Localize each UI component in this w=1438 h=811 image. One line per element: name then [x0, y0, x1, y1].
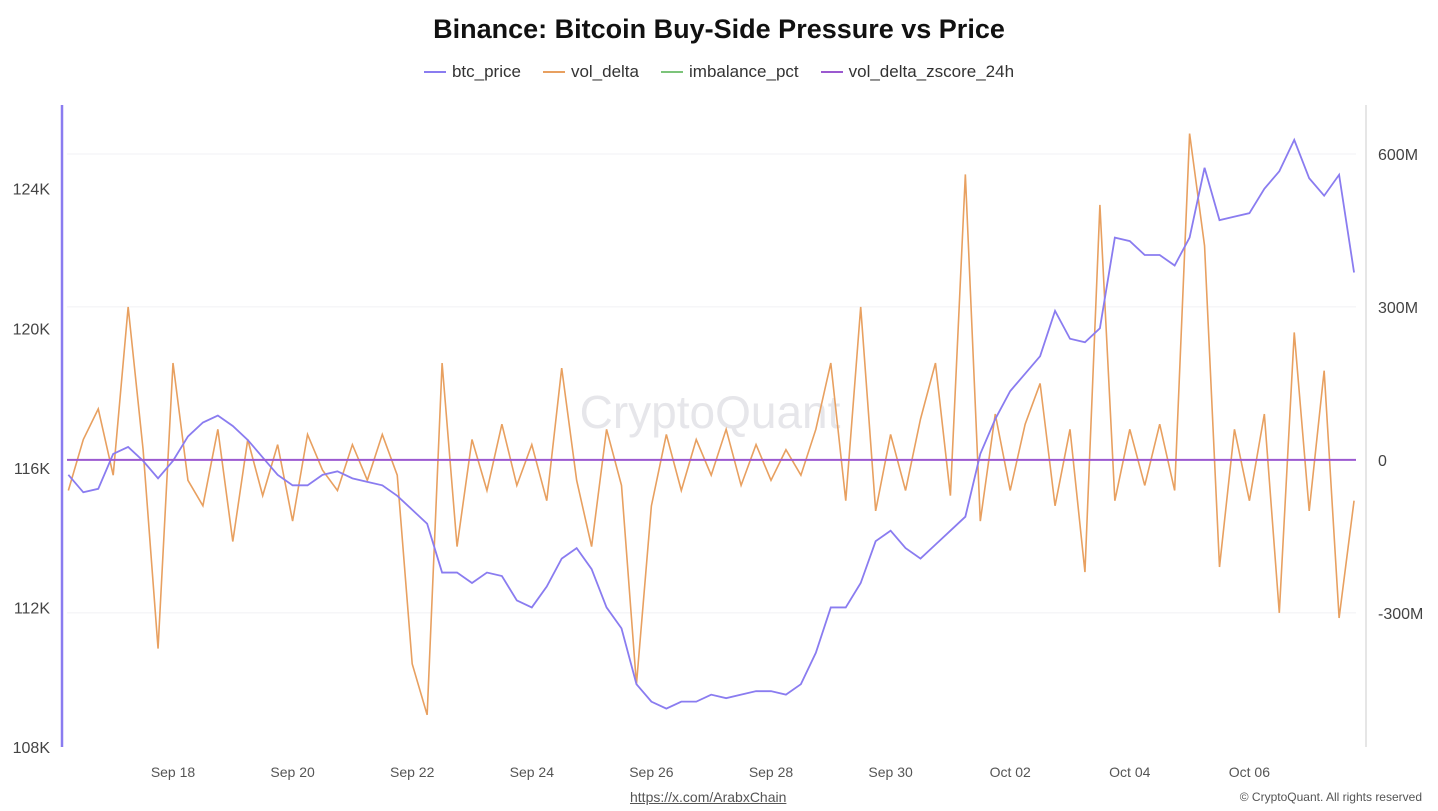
y-left-tick-label: 124K: [13, 182, 51, 199]
x-tick-label: Sep 28: [749, 764, 794, 780]
x-tick-label: Sep 20: [270, 764, 315, 780]
legend-label: vol_delta_zscore_24h: [848, 62, 1015, 81]
x-tick-label: Sep 24: [510, 764, 555, 780]
legend: btc_price vol_delta imbalance_pct vol_de…: [0, 62, 1438, 82]
legend-swatch: [661, 71, 683, 73]
legend-swatch: [423, 71, 446, 73]
y-left-tick-label: 112K: [14, 600, 51, 617]
y-right-tick-label: 600M: [1378, 147, 1418, 164]
y-left-tick-label: 108K: [13, 740, 51, 757]
legend-label: btc_price: [451, 62, 521, 81]
legend-item-vol-delta[interactable]: vol_delta: [542, 62, 639, 82]
series-line-vol-delta: [67, 133, 1355, 716]
y-left-tick-label: 120K: [13, 321, 51, 338]
copyright: © CryptoQuant. All rights reserved: [1239, 790, 1422, 804]
legend-swatch: [820, 71, 843, 73]
legend-swatch: [542, 71, 565, 73]
x-tick-label: Oct 02: [990, 764, 1031, 780]
legend-item-btc-price[interactable]: btc_price: [423, 62, 521, 82]
y-right-tick-label: 300M: [1378, 300, 1418, 317]
x-tick-label: Sep 30: [868, 764, 913, 780]
x-tick-label: Sep 26: [629, 764, 674, 780]
y-right-tick-label: -300M: [1378, 606, 1423, 623]
x-tick-label: Sep 22: [390, 764, 435, 780]
legend-item-imbalance-pct[interactable]: imbalance_pct: [661, 62, 799, 82]
legend-item-vol-delta-zscore[interactable]: vol_delta_zscore_24h: [820, 62, 1015, 82]
chart-title: Binance: Bitcoin Buy-Side Pressure vs Pr…: [433, 14, 1005, 44]
legend-label: vol_delta: [570, 62, 639, 81]
y-left-tick-label: 116K: [14, 461, 51, 478]
source-link[interactable]: https://x.com/ArabxChain: [630, 789, 787, 805]
legend-label: imbalance_pct: [689, 62, 799, 81]
series-line-btc-price: [67, 137, 1355, 710]
x-tick-label: Oct 04: [1109, 764, 1150, 780]
x-tick-label: Sep 18: [151, 764, 196, 780]
y-right-tick-label: 0: [1378, 453, 1387, 470]
x-tick-label: Oct 06: [1229, 764, 1270, 780]
watermark: CryptoQuant: [580, 386, 841, 438]
